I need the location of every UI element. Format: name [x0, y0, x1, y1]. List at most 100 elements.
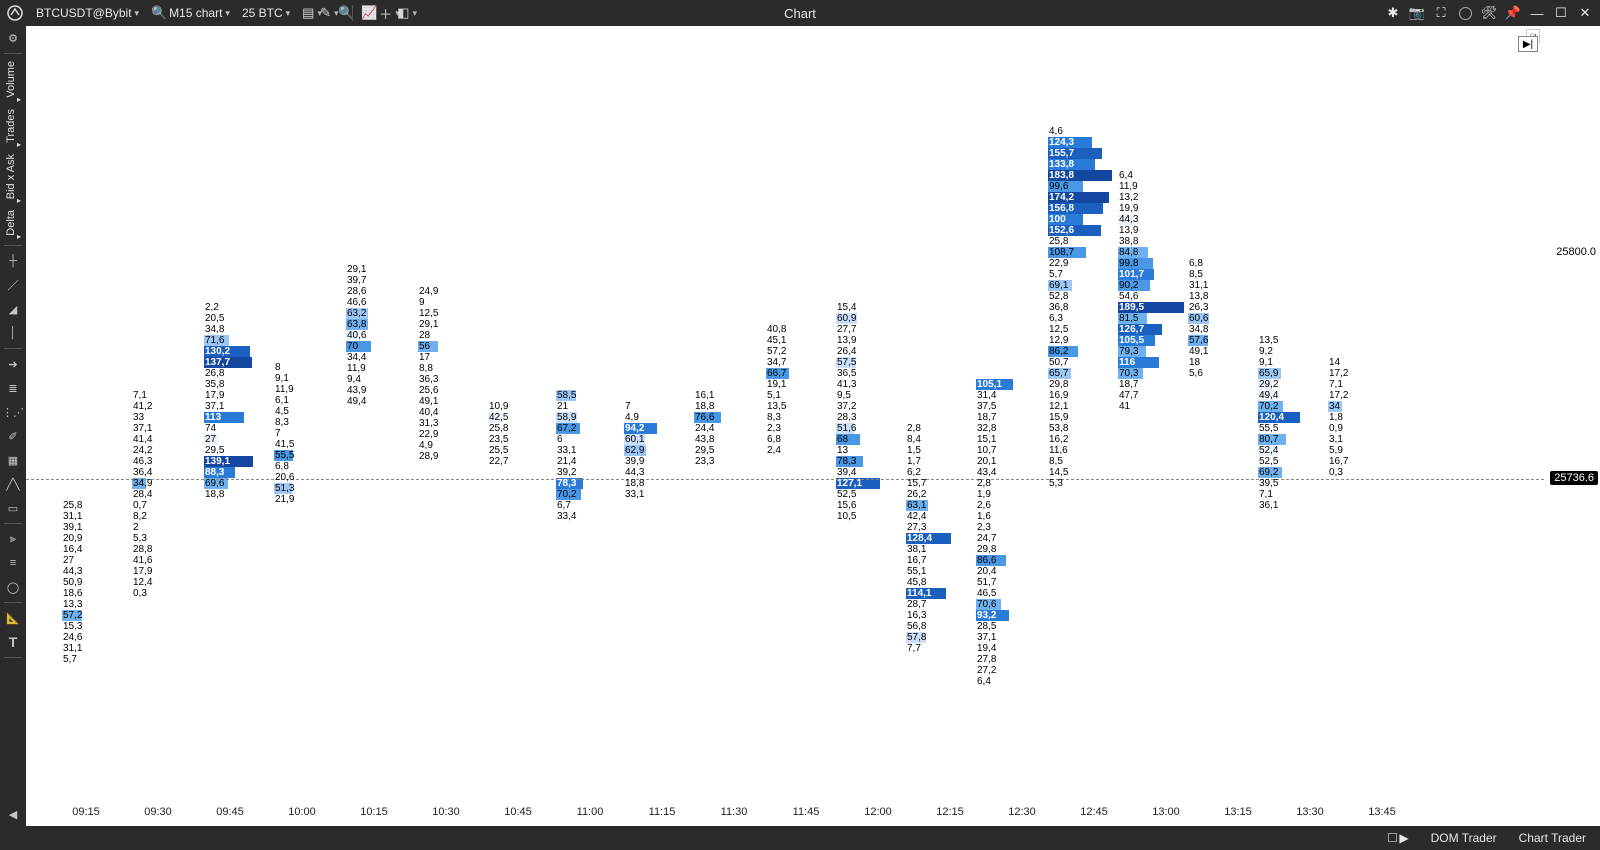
footprint-cell: 183,8: [1048, 170, 1074, 181]
footprint-cell: 78,3: [836, 456, 862, 467]
footprint-cell: 86,2: [1048, 346, 1074, 357]
settings-gear-icon[interactable]: ⚙: [0, 26, 26, 50]
sidebar-tab-delta[interactable]: Delta▸: [5, 206, 21, 243]
maximize-icon[interactable]: ☐: [1550, 2, 1572, 24]
add-icon[interactable]: ＋: [373, 0, 391, 26]
zoom-out-icon[interactable]: 🔍: [332, 0, 350, 26]
footprint-bar: 29,139,728,646,663,263,840,67034,411,99,…: [346, 264, 366, 407]
divider: [4, 657, 22, 658]
indicator-icon[interactable]: 📈: [355, 0, 373, 26]
symbol-selector[interactable]: BTCUSDT@Bybit: [30, 0, 145, 26]
pin-icon[interactable]: 📌: [1502, 2, 1524, 24]
footprint-cell: 63,1: [906, 500, 932, 511]
price-scale[interactable]: 25800.025736.6: [1544, 32, 1600, 798]
footprint-cell: 31,1: [62, 643, 82, 654]
footprint-cell: 5,9: [1328, 445, 1348, 456]
shape-rect-icon[interactable]: ▭: [0, 496, 26, 520]
footprint-cell: 1,5: [906, 445, 932, 456]
text-icon[interactable]: T: [0, 630, 26, 654]
tools-icon[interactable]: 🛠: [1478, 2, 1500, 24]
footprint-cell: 70,6: [976, 599, 1002, 610]
footprint-cell: 12,9: [1048, 335, 1074, 346]
footprint-cell: 55,1: [906, 566, 932, 577]
footprint-cell: 156,8: [1048, 203, 1074, 214]
footprint-cell: 16,2: [1048, 434, 1074, 445]
footprint-cell: 37,2: [836, 401, 862, 412]
ruler-icon[interactable]: 📐: [0, 606, 26, 630]
footprint-cell: 70: [346, 341, 366, 352]
panels-icon[interactable]: ◧: [391, 0, 409, 26]
snapshot-icon[interactable]: 📷: [1406, 2, 1428, 24]
footprint-cell: 38,8: [1118, 236, 1144, 247]
draw-pencil-icon[interactable]: ✎: [314, 0, 332, 26]
time-axis[interactable]: 09:1509:3009:4510:0010:1510:3010:4511:00…: [32, 798, 1544, 826]
footprint-canvas[interactable]: 25,831,139,120,916,42744,350,918,613,357…: [32, 32, 1544, 798]
dom-trader-button[interactable]: DOM Trader: [1425, 829, 1503, 847]
footprint-cell: 51,7: [976, 577, 1002, 588]
timeframe-selector[interactable]: M15 chart: [163, 0, 236, 26]
layout-icon[interactable]: ▤: [296, 0, 314, 26]
footprint-cell: 2: [132, 522, 152, 533]
search-icon[interactable]: 🔍: [145, 0, 163, 26]
chart-trader-button[interactable]: Chart Trader: [1513, 829, 1592, 847]
footprint-cell: 31,1: [1188, 280, 1208, 291]
footprint-cell: 67,2: [556, 423, 576, 434]
footprint-cell: 22,9: [1048, 258, 1074, 269]
sidebar-tab-bidask[interactable]: Bid x Ask▸: [5, 150, 21, 206]
brush-icon[interactable]: ✐: [0, 424, 26, 448]
footprint-cell: 6,1: [274, 395, 294, 406]
footprint-cell: 27,2: [976, 665, 1002, 676]
channel-icon[interactable]: ╱╲: [0, 472, 26, 496]
record-icon[interactable]: [1454, 2, 1476, 24]
footprint-cell: 18: [1188, 357, 1208, 368]
footprint-cell: 11,9: [274, 384, 294, 395]
footprint-cell: 15,6: [836, 500, 862, 511]
footprint-cell: 2,3: [976, 522, 1002, 533]
footprint-cell: 56,8: [906, 621, 932, 632]
volume-mode-selector[interactable]: 25 BTC: [236, 0, 296, 26]
bars-icon[interactable]: ≡: [0, 551, 26, 575]
footprint-cell: 49,4: [346, 396, 366, 407]
footprint-cell: 174,2: [1048, 192, 1074, 203]
footprint-cell: 34,4: [346, 352, 366, 363]
sidebar-tab-volume[interactable]: Volume▸: [5, 57, 21, 105]
footprint-bar: 105,131,437,518,732,815,110,720,143,42,8…: [976, 379, 1002, 687]
arrow-icon[interactable]: ➔: [0, 352, 26, 376]
footprint-cell: 13,5: [1258, 335, 1284, 346]
pitchfork-icon[interactable]: ⋮⋰: [0, 400, 26, 424]
sync-off-icon[interactable]: ✱: [1382, 2, 1404, 24]
marker-icon[interactable]: ◢: [0, 297, 26, 321]
footprint-cell: 71,6: [204, 335, 230, 346]
footprint-cell: 18,8: [204, 489, 230, 500]
footprint-cell: 7,1: [1328, 379, 1348, 390]
gann-icon[interactable]: ▦: [0, 448, 26, 472]
footprint-cell: 124,3: [1048, 137, 1074, 148]
close-icon[interactable]: ✕: [1574, 2, 1596, 24]
footprint-cell: 20,9: [62, 533, 82, 544]
time-tick: 10:30: [432, 806, 460, 818]
time-tick: 13:30: [1296, 806, 1324, 818]
footprint-cell: 69,2: [1258, 467, 1284, 478]
ellipse-icon[interactable]: ◯: [0, 575, 26, 599]
minimize-icon[interactable]: —: [1526, 2, 1548, 24]
trendline-icon[interactable]: ／: [0, 273, 26, 297]
footprint-cell: 14: [1328, 357, 1348, 368]
footprint-cell: 24,4: [694, 423, 714, 434]
collapse-left-icon[interactable]: ◀: [0, 802, 26, 826]
footprint-cell: 9: [418, 297, 438, 308]
fullscreen-icon[interactable]: ⛶: [1430, 2, 1452, 24]
time-tick: 11:00: [577, 806, 604, 818]
collapse-status-icon[interactable]: ▶: [1382, 829, 1414, 847]
footprint-cell: 25,5: [488, 445, 508, 456]
footprint-cell: 27: [62, 555, 82, 566]
chart-area[interactable]: ◪ ▶| 25,831,139,120,916,42744,350,918,61…: [26, 26, 1600, 826]
footprint-cell: 11,6: [1048, 445, 1074, 456]
vertical-line-icon[interactable]: │: [0, 321, 26, 345]
fib-icon[interactable]: ≣: [0, 376, 26, 400]
footprint-cell: 16,1: [694, 390, 714, 401]
crosshair-icon[interactable]: ┼: [0, 249, 26, 273]
levels-icon[interactable]: ⫸: [0, 527, 26, 551]
sidebar-tab-trades[interactable]: Trades▸: [5, 105, 21, 150]
footprint-cell: 12,5: [1048, 324, 1074, 335]
footprint-cell: 19,9: [1118, 203, 1144, 214]
